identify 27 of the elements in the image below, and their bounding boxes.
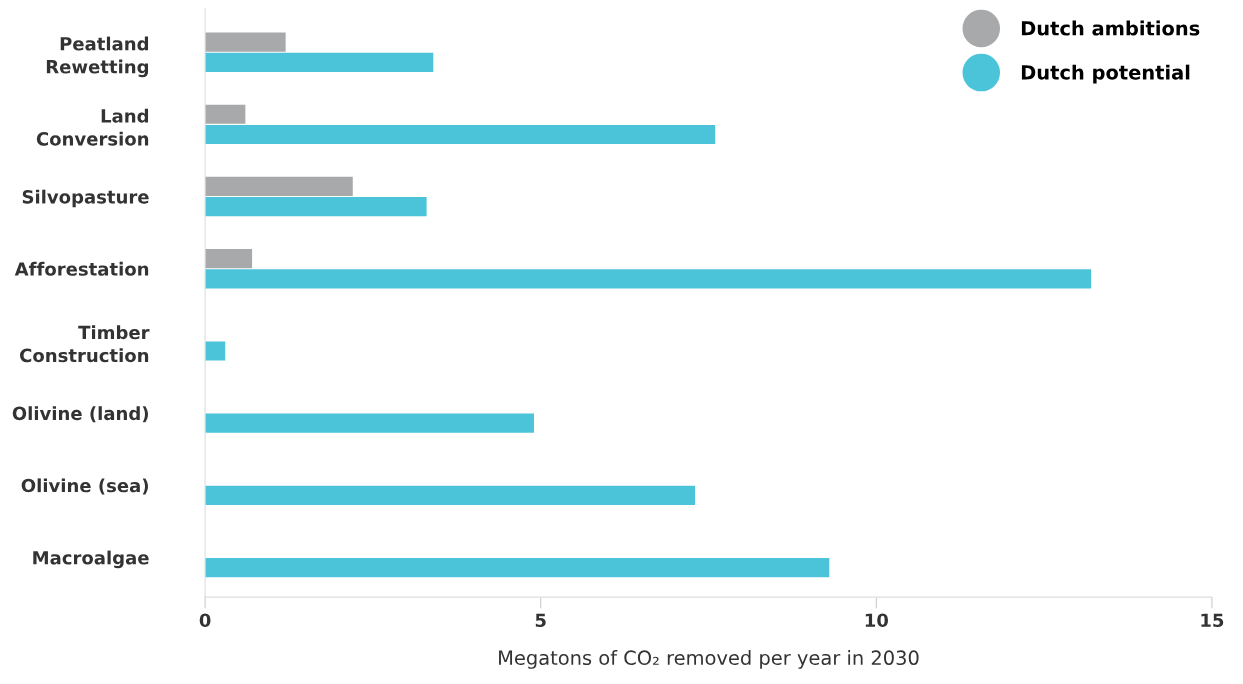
y-tick-label: Afforestation	[14, 261, 149, 276]
x-tick-label: 10	[865, 613, 889, 628]
y-tick-label: Macroalgae	[33, 550, 149, 569]
x-tick-label: 0	[199, 613, 211, 628]
bar	[205, 557, 830, 578]
bar	[205, 52, 434, 72]
bar	[205, 341, 226, 361]
x-tick-label: 15	[1201, 613, 1224, 628]
bar	[205, 104, 246, 124]
bar	[205, 485, 696, 505]
y-tick-label: Olivine (land)	[12, 406, 148, 423]
x-tick-label: 5	[535, 613, 546, 628]
y-tick-label: Land Conversion	[36, 108, 149, 146]
y-tick-label: Olivine (sea)	[21, 478, 148, 495]
legend-label: Dutch ambitions	[1021, 20, 1200, 36]
bar	[205, 197, 427, 217]
bar	[205, 32, 286, 52]
y-tick-label: Peatland Rewetting	[46, 36, 149, 78]
bar	[205, 124, 716, 145]
bar	[205, 249, 253, 269]
y-tick-label: Timber Construction	[20, 325, 150, 363]
y-tick-label: Silvopasture	[22, 189, 149, 208]
x-axis-title: Megatons of CO₂ removed per year in 2030	[499, 650, 919, 669]
bar	[205, 269, 1092, 289]
legend-label: Dutch potential	[1021, 64, 1190, 84]
bar	[205, 176, 353, 197]
bar	[205, 413, 534, 433]
